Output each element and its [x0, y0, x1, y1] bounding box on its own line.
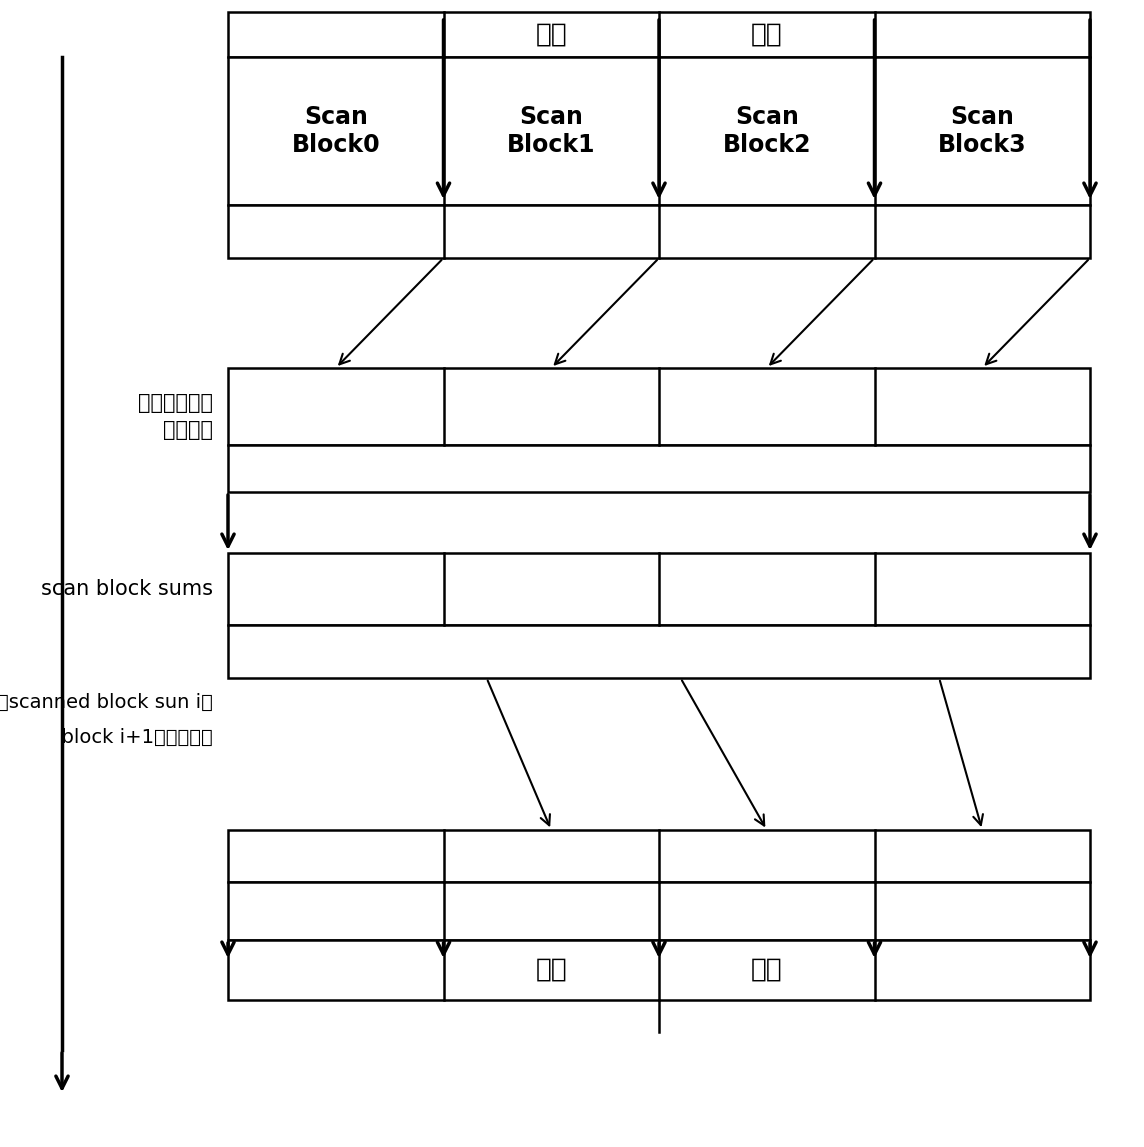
Text: Scan
Block3: Scan Block3 [938, 106, 1026, 157]
Text: Scan
Block1: Scan Block1 [507, 106, 596, 157]
Text: 将scanned block sun i与: 将scanned block sun i与 [0, 693, 213, 712]
Bar [228, 830, 1090, 882]
Text: Scan
Block0: Scan Block0 [292, 106, 380, 157]
Bar [228, 625, 1090, 678]
Text: 输入: 输入 [535, 22, 567, 47]
Bar [228, 553, 1090, 625]
Text: 辅助数组: 辅助数组 [162, 420, 213, 440]
Text: 子块总和存入: 子块总和存入 [138, 393, 213, 413]
Text: 输出: 输出 [535, 957, 567, 983]
Text: block i+1每个値相加: block i+1每个値相加 [49, 728, 213, 747]
Bar [228, 11, 1090, 57]
Text: 数据: 数据 [750, 957, 782, 983]
Bar [228, 368, 1090, 445]
Bar [228, 882, 1090, 941]
Bar [228, 57, 1090, 205]
Bar [228, 941, 1090, 1000]
Text: scan block sums: scan block sums [41, 579, 213, 599]
Text: Scan
Block2: Scan Block2 [723, 106, 811, 157]
Text: 数据: 数据 [750, 22, 782, 47]
Bar [228, 445, 1090, 492]
Bar [228, 205, 1090, 258]
